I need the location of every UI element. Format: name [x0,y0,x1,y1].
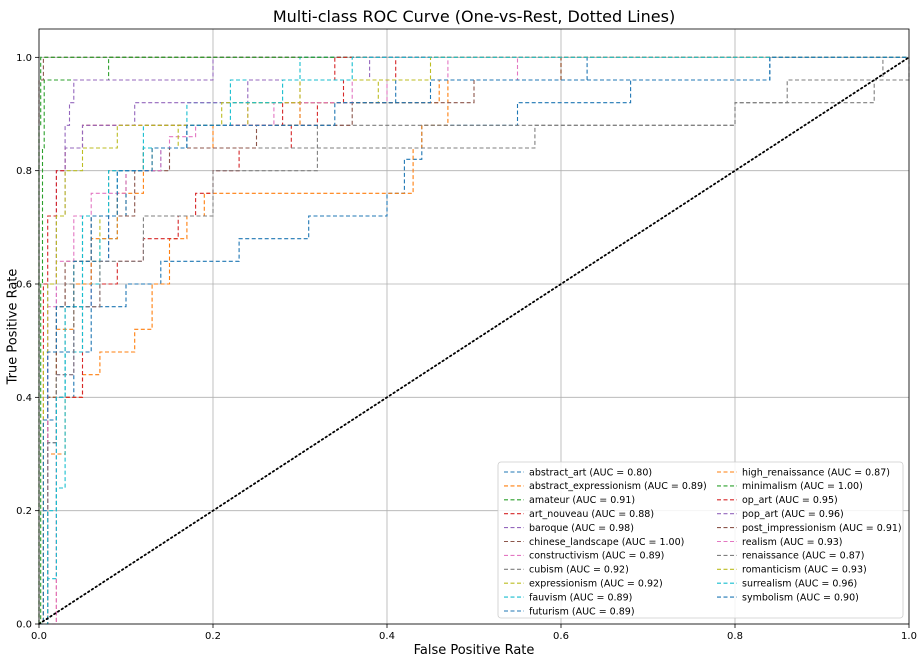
legend-label: pop_art (AUC = 0.96) [742,509,844,520]
chance-diagonal-line [38,56,910,625]
x-tick-label: 0.2 [205,631,221,642]
legend-label: minimalism (AUC = 1.00) [742,481,863,492]
legend-label: art_nouveau (AUC = 0.88) [529,509,654,520]
legend-label: cubism (AUC = 0.92) [529,565,629,576]
legend-label: symbolism (AUC = 0.90) [742,592,859,603]
legend-label: op_art (AUC = 0.95) [742,495,838,506]
x-tick-label: 0.0 [31,631,47,642]
roc-curve-2 [39,56,909,625]
legend-label: expressionism (AUC = 0.92) [529,579,663,590]
legend-label: realism (AUC = 0.93) [742,537,843,548]
y-tick-label: 0.6 [16,280,32,291]
chance-line-layer [38,56,910,625]
roc-curve-18 [39,56,909,625]
y-tick-label: 1.0 [16,53,32,64]
x-tick-label: 0.4 [379,631,395,642]
legend-label: constructivism (AUC = 0.89) [529,551,664,562]
axis-ticks: 0.0 0.2 0.4 0.6 0.8 1.0 0.0 0.2 0.4 0.6 0.8 1.0 [16,53,917,642]
roc-curve-15 [39,56,909,625]
legend-label: chinese_landscape (AUC = 1.00) [529,537,684,548]
roc-curve-17 [39,56,909,625]
legend: abstract_art (AUC = 0.80) abstract_expres… [497,461,904,619]
chart-title: Multi-class ROC Curve (One-vs-Rest, Dott… [273,7,675,26]
x-tick-label: 0.6 [553,631,569,642]
x-axis-title: False Positive Rate [414,643,535,658]
y-tick-label: 0.0 [16,620,32,631]
legend-label: surrealism (AUC = 0.96) [742,579,857,590]
legend-box [497,461,904,619]
legend-label: futurism (AUC = 0.89) [529,606,635,617]
y-tick-label: 0.8 [16,166,32,177]
legend-label: high_renaissance (AUC = 0.87) [742,467,890,478]
legend-label: abstract_art (AUC = 0.80) [529,467,652,478]
legend-label: fauvism (AUC = 0.89) [529,592,632,603]
x-tick-label: 1.0 [901,631,917,642]
legend-label: renaissance (AUC = 0.87) [742,551,865,562]
legend-label: post_impressionism (AUC = 0.91) [742,523,902,534]
legend-label: baroque (AUC = 0.98) [529,523,634,534]
legend-label: amateur (AUC = 0.91) [529,495,635,506]
legend-label: abstract_expressionism (AUC = 0.89) [529,481,707,492]
y-tick-label: 0.4 [16,393,32,404]
y-tick-label: 0.2 [16,506,32,517]
legend-label: romanticism (AUC = 0.93) [742,565,867,576]
y-axis-title: True Positive Rate [6,269,21,386]
x-tick-label: 0.8 [727,631,743,642]
plot-frame [38,28,910,625]
